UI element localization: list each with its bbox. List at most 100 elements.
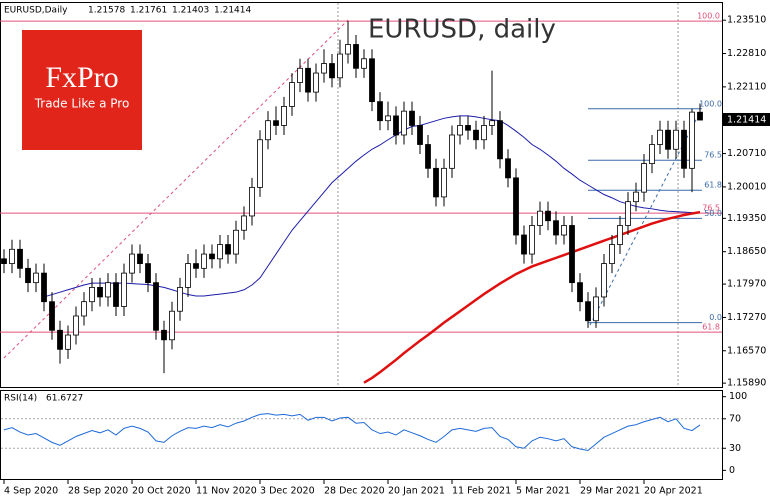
candle-body: [169, 310, 175, 341]
rsi-panel-frame: [0, 390, 723, 480]
candle-body: [409, 110, 415, 126]
x-tick-label: 5 Mar 2021: [516, 486, 570, 497]
candle-body: [233, 229, 239, 255]
y-tick-label: 1.17270: [727, 312, 766, 323]
candle-body: [329, 63, 335, 79]
header-close: 1.21414: [214, 6, 251, 16]
candle-body: [81, 301, 87, 317]
candle-body: [225, 244, 231, 255]
candle-body: [561, 225, 567, 236]
candle-body: [33, 272, 39, 284]
y-tick-label: 1.23510: [727, 15, 766, 26]
candle-body: [489, 120, 495, 126]
candle-body: [681, 129, 687, 169]
candle-body: [569, 225, 575, 284]
rsi-line: [3, 413, 701, 452]
fib-level-label: 100.0: [699, 99, 722, 108]
logo-box: [22, 30, 142, 150]
candle-body: [385, 115, 391, 122]
candle-body: [97, 287, 103, 298]
candle-body: [89, 287, 95, 303]
fib-level-label: 0.0: [709, 313, 722, 322]
x-tick-label: 28 Sep 2020: [68, 486, 128, 497]
candle-body: [73, 315, 79, 336]
candle-body: [505, 158, 511, 179]
fib-level-label: 61.8: [704, 181, 722, 190]
chart-title: EURUSD, daily: [368, 15, 556, 45]
fib-level-label: 76.5: [704, 151, 722, 160]
main-panel-frame: [0, 2, 723, 388]
header-symbol: EURUSD,Daily: [4, 6, 68, 16]
y-tick-label: 1.15890: [727, 378, 766, 389]
x-tick-label: 28 Dec 2020: [324, 486, 385, 497]
rsi-value: 61.6727: [46, 394, 83, 404]
candle-body: [521, 234, 527, 255]
candle-body: [129, 253, 135, 274]
candle-body: [249, 186, 255, 217]
current-price: 1.21414: [727, 115, 766, 126]
candle-body: [153, 282, 159, 331]
candle-body: [497, 120, 503, 160]
candle-body: [41, 272, 47, 303]
fib-level-label: 100.0: [697, 12, 720, 21]
candle-body: [457, 125, 463, 136]
candle-body: [665, 129, 671, 150]
candle-body: [297, 67, 303, 83]
candle-body: [433, 167, 439, 198]
y-tick-label: 1.19350: [727, 213, 766, 224]
candle-body: [401, 110, 407, 136]
candle-body: [161, 329, 167, 341]
candle-body: [377, 101, 383, 122]
candle-body: [217, 244, 223, 260]
logo-tagline: Trade Like a Pro: [34, 97, 130, 111]
fib-level-label: 61.8: [702, 323, 720, 332]
fib-level-label: 50.0: [704, 209, 722, 218]
candle-body: [265, 120, 271, 141]
y-tick-label: 1.16570: [727, 345, 766, 356]
logo-brand: FxPro: [45, 61, 118, 94]
candle-body: [193, 263, 199, 269]
rsi-tick-label: 100: [729, 391, 747, 402]
candle-body: [393, 115, 399, 136]
candle-body: [601, 263, 607, 298]
candle-body: [689, 111, 695, 169]
candle-body: [537, 210, 543, 226]
candle-body: [345, 44, 351, 55]
fib-level-label: 76.5: [702, 204, 720, 213]
candle-body: [1, 258, 7, 264]
candle-body: [313, 72, 319, 93]
candle-body: [577, 282, 583, 303]
candle-body: [305, 67, 311, 93]
fib-levels: 100.0 76.5 61.8 100.0 76.5 61.8 50.0 0.0: [0, 12, 722, 333]
candle-body: [289, 82, 295, 107]
x-tick-label: 29 Mar 2021: [580, 486, 640, 497]
candle-body: [481, 125, 487, 141]
candle-body: [49, 301, 55, 331]
y-tick-label: 1.17970: [727, 279, 766, 290]
y-tick-label: 1.22110: [727, 81, 766, 92]
candle-body: [641, 163, 647, 193]
candle-body: [417, 125, 423, 145]
header-open: 1.21578: [88, 6, 125, 16]
candle-body: [65, 334, 71, 350]
candle-body: [321, 63, 327, 74]
rsi-tick-label: 0: [729, 465, 735, 476]
candle-body: [241, 215, 247, 231]
y-tick-label: 1.22810: [727, 48, 766, 59]
candle-body: [185, 263, 191, 288]
x-tick-label: 20 Jan 2021: [388, 486, 445, 497]
candle-body: [593, 296, 599, 322]
candle-body: [177, 287, 183, 312]
moving-average: [363, 210, 701, 384]
rsi-tick-label: 70: [729, 413, 741, 424]
x-tick-label: 11 Nov 2020: [196, 486, 257, 497]
candle-body: [513, 177, 519, 236]
header-low: 1.21403: [172, 6, 209, 16]
candle-body: [145, 263, 151, 284]
candle-body: [633, 191, 639, 203]
candle-body: [697, 111, 703, 121]
candle-body: [465, 125, 471, 131]
plot: [1, 21, 703, 384]
y-tick-label: 1.20010: [727, 181, 766, 192]
candle-body: [545, 210, 551, 222]
